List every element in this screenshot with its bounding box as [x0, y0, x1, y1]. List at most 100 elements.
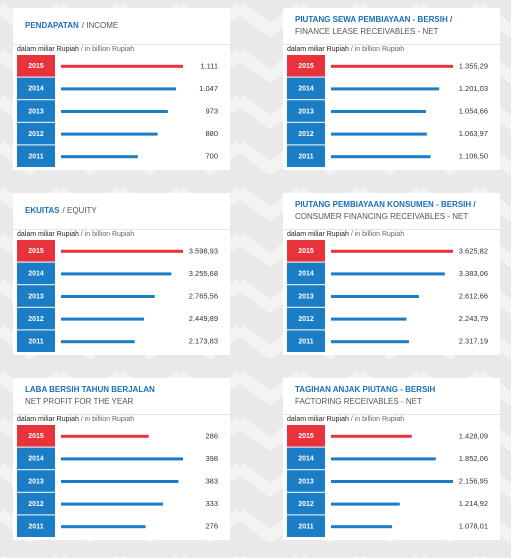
unit-text: dalam miliar Rupiah: [287, 231, 349, 238]
value-label: 2.317,19: [459, 337, 488, 346]
year-cell: [287, 285, 325, 307]
year-cell: [287, 262, 325, 285]
year-cell: [17, 285, 55, 307]
chart-subtitle: CONSUMER FINANCING RECEIVABLES - NET: [295, 212, 468, 221]
chart-title: EKUITAS / EQUITY: [25, 206, 97, 215]
value-label: 973: [205, 106, 218, 115]
year-label: 2014: [28, 86, 44, 93]
bar: [331, 132, 427, 136]
bar: [61, 502, 164, 506]
unit-text: dalam miliar Rupiah: [17, 416, 79, 423]
value-label: 880: [205, 129, 218, 138]
bar: [61, 87, 176, 91]
year-cell: [287, 330, 325, 352]
year-label: 2015: [298, 433, 314, 440]
value-label: 1.078,01: [459, 522, 488, 531]
value-label: 2.243,79: [459, 314, 488, 323]
bar: [61, 295, 155, 298]
unit-note: dalam miliar Rupiah / in billion Rupiah: [287, 231, 404, 238]
unit-note: dalam miliar Rupiah / in billion Rupiah: [287, 416, 404, 423]
bar: [331, 317, 407, 321]
year-label: 2014: [28, 456, 44, 463]
year-label: 2015: [28, 63, 44, 70]
unit-text: dalam miliar Rupiah: [17, 231, 79, 238]
year-label: 2012: [298, 316, 314, 323]
value-label: 3.625,82: [459, 246, 488, 255]
year-cell: [287, 425, 325, 447]
year-label: 2011: [298, 154, 313, 161]
year-label: 2013: [298, 108, 314, 115]
bar: [331, 155, 431, 159]
bar: [331, 340, 409, 344]
year-cell: [17, 425, 55, 447]
year-cell: [287, 492, 325, 515]
year-label: 2015: [28, 433, 44, 440]
year-cell: [17, 330, 55, 352]
value-label: 276: [205, 522, 218, 531]
year-cell: [287, 100, 325, 122]
year-cell: [17, 55, 55, 77]
year-cell: [287, 470, 325, 492]
unit-text-en: / in billion Rupiah: [351, 416, 404, 423]
chart-subtitle: FINANCE LEASE RECEIVABLES - NET: [295, 27, 439, 36]
subtitle-text: / EQUITY: [63, 206, 98, 215]
value-label: 2.449,89: [189, 314, 218, 323]
bar: [331, 295, 419, 298]
bar: [61, 155, 138, 159]
year-label: 2013: [28, 108, 44, 115]
unit-note: dalam miliar Rupiah / in billion Rupiah: [17, 416, 134, 423]
bar: [331, 480, 453, 483]
value-label: 2.612,66: [459, 291, 488, 300]
year-label: 2014: [28, 271, 44, 278]
title-text: PENDAPATAN: [25, 21, 79, 30]
value-label: 1.063,97: [459, 129, 488, 138]
unit-note: dalam miliar Rupiah / in billion Rupiah: [287, 46, 404, 53]
unit-text-en: / in billion Rupiah: [81, 416, 134, 423]
unit-text-en: / in billion Rupiah: [351, 231, 404, 238]
bar: [331, 64, 453, 68]
year-label: 2013: [298, 478, 314, 485]
bar: [331, 502, 400, 506]
year-cell: [17, 307, 55, 330]
year-label: 2014: [298, 86, 314, 93]
year-label: 2012: [298, 501, 314, 508]
year-cell: [17, 470, 55, 492]
value-label: 3.598,93: [189, 246, 218, 255]
bar: [331, 272, 445, 276]
year-label: 2012: [298, 131, 314, 138]
chart-panel: PENDAPATAN / INCOME dalam miliar Rupiah / i…: [13, 8, 230, 170]
chart-subtitle: NET PROFIT FOR THE YEAR: [25, 397, 134, 406]
year-cell: [287, 307, 325, 330]
year-cell: [287, 77, 325, 100]
chart-title: PIUTANG SEWA PEMBIAYAAN - BERSIH /: [295, 15, 453, 24]
chart-panel: LABA BERSIH TAHUN BERJALAN NET PROFIT FOR…: [13, 378, 230, 540]
year-label: 2011: [28, 154, 43, 161]
year-cell: [17, 122, 55, 145]
year-label: 2013: [298, 293, 314, 300]
unit-text: dalam miliar Rupiah: [17, 46, 79, 53]
chart-title: TAGIHAN ANJAK PIUTANG - BERSIH: [295, 385, 436, 394]
chart-title: PENDAPATAN / INCOME: [25, 21, 118, 30]
year-label: 2012: [28, 316, 44, 323]
unit-text: dalam miliar Rupiah: [287, 46, 349, 53]
year-cell: [17, 145, 55, 167]
value-label: 1.428,09: [459, 431, 488, 440]
value-label: 333: [205, 499, 218, 508]
bar: [61, 340, 135, 344]
year-cell: [287, 145, 325, 167]
year-label: 2011: [298, 339, 313, 346]
bar: [331, 457, 436, 461]
bar: [61, 480, 179, 483]
bar: [61, 132, 158, 136]
chart-panel: PIUTANG PEMBIAYAAN KONSUMEN - BERSIH / CO…: [283, 193, 500, 355]
year-label: 2015: [298, 63, 314, 70]
chart-panel: TAGIHAN ANJAK PIUTANG - BERSIH FACTORING …: [283, 378, 500, 540]
chart-subtitle: FACTORING RECEIVABLES - NET: [295, 397, 422, 406]
bar: [61, 272, 172, 276]
year-cell: [17, 77, 55, 100]
bar: [331, 110, 426, 113]
year-cell: [17, 492, 55, 515]
value-label: 3.255,68: [189, 269, 218, 278]
title-text: EKUITAS: [25, 206, 60, 215]
